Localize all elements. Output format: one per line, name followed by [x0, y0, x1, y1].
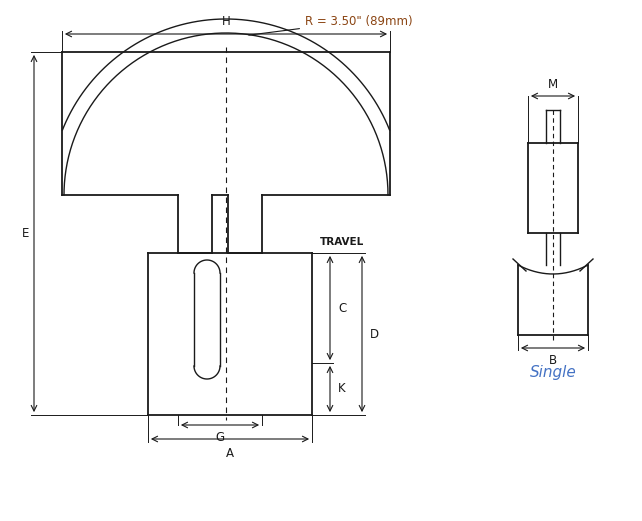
- Text: D: D: [370, 328, 379, 341]
- Text: Single: Single: [530, 365, 577, 380]
- Text: R = 3.50" (89mm): R = 3.50" (89mm): [248, 15, 413, 35]
- Text: G: G: [216, 431, 225, 444]
- Text: E: E: [22, 227, 30, 240]
- Text: H: H: [221, 15, 230, 28]
- Text: A: A: [226, 447, 234, 460]
- Text: K: K: [338, 382, 345, 395]
- Text: C: C: [338, 302, 346, 315]
- Text: M: M: [548, 78, 558, 91]
- Text: TRAVEL: TRAVEL: [320, 237, 364, 247]
- Text: B: B: [549, 354, 557, 367]
